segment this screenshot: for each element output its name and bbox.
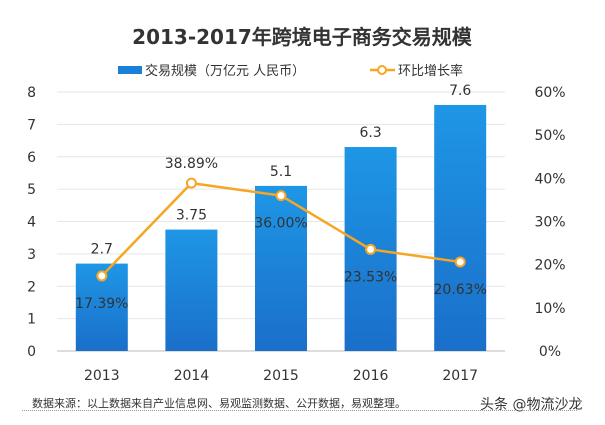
y-left-tick: 1 bbox=[27, 312, 36, 328]
x-tick: 2016 bbox=[353, 368, 389, 384]
growth-label: 36.00% bbox=[254, 216, 307, 232]
y-left-tick: 3 bbox=[27, 247, 36, 263]
bar-label: 2.7 bbox=[91, 242, 113, 258]
growth-point-2014 bbox=[185, 177, 197, 189]
growth-label: 38.89% bbox=[165, 156, 218, 172]
watermark: 头条 @物流沙龙 bbox=[480, 397, 583, 413]
growth-label: 17.39% bbox=[75, 296, 128, 312]
growth-label: 20.63% bbox=[434, 282, 487, 298]
y-right-tick: 60% bbox=[534, 85, 565, 101]
y-left-tick: 6 bbox=[27, 150, 36, 166]
bar-2014 bbox=[165, 229, 218, 351]
legend-bar-swatch bbox=[118, 66, 142, 74]
growth-point-2017 bbox=[454, 256, 466, 268]
x-tick: 2017 bbox=[442, 368, 478, 384]
bar-label: 3.75 bbox=[176, 208, 207, 224]
y-right-tick: 20% bbox=[534, 258, 565, 274]
y-left-tick: 4 bbox=[27, 215, 36, 231]
growth-point-2015 bbox=[275, 190, 287, 202]
y-right-tick: 50% bbox=[534, 128, 565, 144]
chart-title: 2013-2017年跨境电子商务交易规模 bbox=[132, 25, 473, 49]
bar-2015 bbox=[255, 185, 307, 351]
bar-label: 7.6 bbox=[449, 83, 471, 99]
y-left-tick: 0 bbox=[27, 344, 36, 360]
bar-label: 6.3 bbox=[359, 125, 381, 141]
legend-bar-label: 交易规模（万亿元 人民币） bbox=[145, 63, 305, 79]
x-tick: 2013 bbox=[84, 368, 120, 384]
growth-point-2016 bbox=[365, 243, 377, 255]
legend-line-label: 环比增长率 bbox=[398, 63, 463, 79]
y-left-tick: 7 bbox=[27, 117, 36, 133]
x-tick: 2014 bbox=[174, 368, 210, 384]
y-left-tick: 2 bbox=[27, 279, 36, 295]
y-left-tick: 8 bbox=[27, 85, 36, 101]
y-right-tick: 40% bbox=[534, 171, 565, 187]
growth-label: 23.53% bbox=[344, 269, 397, 285]
y-right-tick: 10% bbox=[534, 301, 565, 317]
bar-2017 bbox=[434, 104, 487, 351]
y-right-tick: 30% bbox=[534, 215, 565, 231]
y-right-tick: 0% bbox=[539, 344, 561, 360]
legend-line-marker bbox=[377, 65, 387, 75]
source-note: 数据来源：以上数据来自产业信息网、易观监测数据、公开数据，易观整理。 bbox=[32, 397, 406, 410]
x-tick: 2015 bbox=[263, 368, 299, 384]
y-left-tick: 5 bbox=[27, 182, 36, 198]
footer-divider bbox=[22, 410, 577, 411]
bar-label: 5.1 bbox=[270, 164, 292, 180]
growth-point-2013 bbox=[96, 270, 108, 282]
